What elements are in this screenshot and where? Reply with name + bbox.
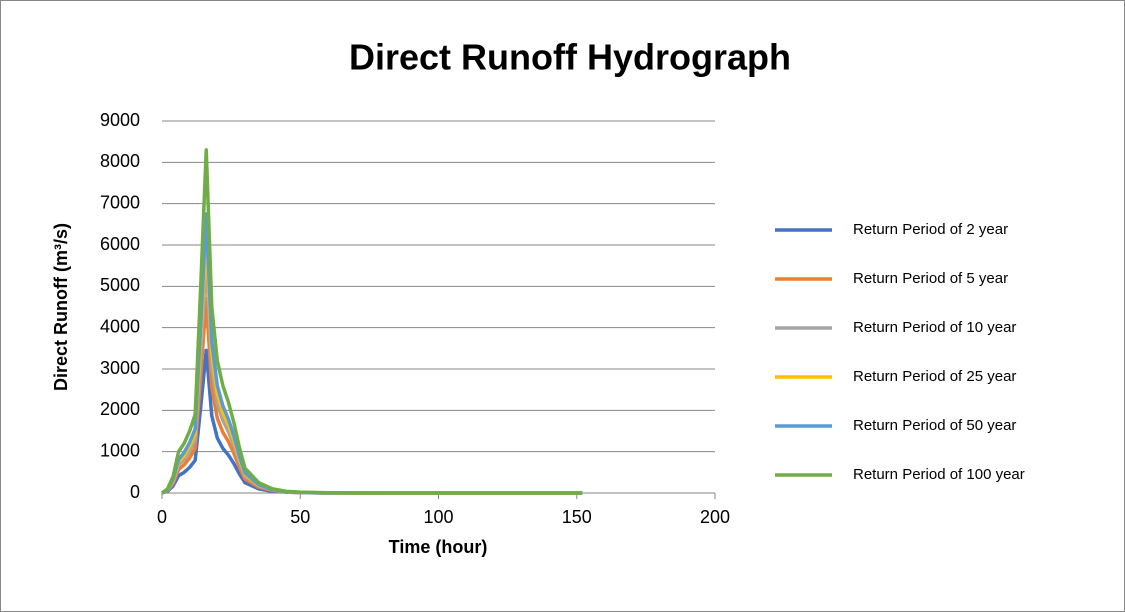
x-tick-label: 150 <box>562 507 592 527</box>
series-line <box>160 148 583 495</box>
x-axis-label: Time (hour) <box>389 537 488 557</box>
y-tick-label: 3000 <box>100 358 140 378</box>
x-tick-label: 100 <box>423 507 453 527</box>
legend-label: Return Period of 10 year <box>853 319 1016 336</box>
x-tick-label: 50 <box>290 507 310 527</box>
y-tick-label: 1000 <box>100 440 140 460</box>
legend-label: Return Period of 50 year <box>853 417 1016 434</box>
legend-label: Return Period of 2 year <box>853 221 1008 238</box>
y-tick-label: 4000 <box>100 316 140 336</box>
y-axis-label: Direct Runoff (m³/s) <box>51 223 71 391</box>
y-tick-label: 6000 <box>100 234 140 254</box>
legend-label: Return Period of 100 year <box>853 466 1025 483</box>
y-tick-label: 8000 <box>100 151 140 171</box>
x-tick-label: 0 <box>157 507 167 527</box>
legend-label: Return Period of 25 year <box>853 368 1016 385</box>
y-tick-label: 7000 <box>100 192 140 212</box>
x-tick-label: 200 <box>700 507 730 527</box>
chart-title: Direct Runoff Hydrograph <box>349 37 791 78</box>
y-tick-label: 0 <box>130 482 140 502</box>
y-tick-label: 9000 <box>100 110 140 130</box>
y-tick-label: 2000 <box>100 399 140 419</box>
y-tick-label: 5000 <box>100 275 140 295</box>
legend-label: Return Period of 5 year <box>853 270 1008 287</box>
